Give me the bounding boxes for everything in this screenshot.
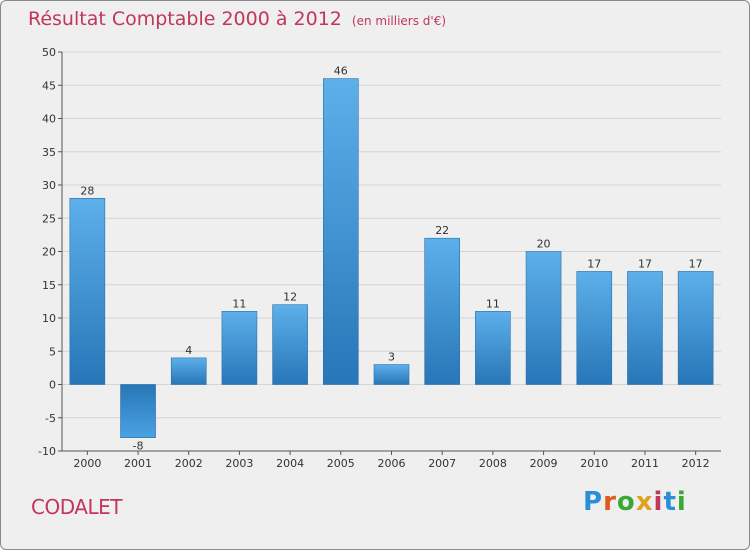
y-tick-label: 35 (42, 146, 56, 159)
bars: 28 -8 4 11 12 46 3 22 11 20 17 17 17 (69, 65, 714, 453)
y-tick-label: 50 (42, 46, 56, 59)
x-tick-label-2003: 2003 (225, 457, 253, 470)
y-tick-label: 25 (42, 212, 56, 225)
data-label-2011: 17 (638, 257, 652, 270)
y-tick-label: 20 (42, 246, 56, 259)
proxiti-logo: Proxiti (583, 487, 687, 517)
y-tick-label: 15 (42, 279, 56, 292)
data-label-2008: 11 (486, 297, 500, 310)
data-label-2000: 28 (80, 184, 94, 197)
brand-letter: i (676, 487, 687, 517)
y-tick-label: -10 (38, 445, 56, 458)
data-label-2012: 17 (689, 257, 703, 270)
bar-2006 (373, 364, 410, 385)
brand-letter: o (616, 487, 636, 517)
data-label-2007: 22 (435, 224, 449, 237)
x-tick-label-2007: 2007 (428, 457, 456, 470)
bar-2005 (323, 78, 359, 385)
commune-name: CODALET (31, 495, 122, 519)
brand-letter: x (635, 487, 654, 517)
y-tick-label: 5 (49, 345, 56, 358)
y-tick-label: 30 (42, 179, 56, 192)
x-tick-label-2011: 2011 (631, 457, 659, 470)
bar-2011 (627, 271, 663, 385)
y-tick-label: 0 (49, 379, 56, 392)
data-label-2001: -8 (133, 440, 144, 453)
chart-title: Résultat Comptable 2000 à 2012 (en millie… (28, 8, 447, 30)
data-label-2004: 12 (283, 291, 297, 304)
y-tick-label: -5 (45, 412, 56, 425)
bar-2001 (120, 384, 156, 439)
x-tick-label-2004: 2004 (276, 457, 304, 470)
x-tick-label-2010: 2010 (580, 457, 608, 470)
brand-letter: t (663, 487, 677, 517)
bar-2009 (525, 251, 562, 385)
data-label-2005: 46 (334, 65, 348, 78)
x-tick-label-2006: 2006 (378, 457, 406, 470)
bar-2008 (475, 311, 511, 385)
x-tick-label-2002: 2002 (175, 457, 203, 470)
data-label-2002: 4 (185, 344, 192, 357)
brand-letter: i (653, 487, 664, 517)
chart-subtitle: (en milliers d'€) (351, 14, 447, 28)
y-tick-label: 45 (42, 79, 56, 92)
brand-letter: r (603, 487, 617, 517)
x-tick-label-2012: 2012 (682, 457, 710, 470)
data-label-2003: 11 (232, 297, 246, 310)
axes: -10 -5 0 5 10 15 20 25 30 35 40 45 50 2000 2001 2002 200… (38, 46, 721, 470)
bar-2010 (576, 271, 613, 385)
bar-2003 (221, 311, 258, 385)
y-tick-label: 10 (42, 312, 56, 325)
y-tick-label: 40 (42, 113, 56, 126)
data-label-2010: 17 (587, 257, 601, 270)
x-tick-label-2000: 2000 (73, 457, 101, 470)
bar-2000 (69, 198, 106, 385)
bar-2007 (424, 237, 460, 385)
x-tick-label-2001: 2001 (124, 457, 152, 470)
data-label-2006: 3 (388, 351, 395, 364)
bar-2004 (272, 304, 308, 385)
x-tick-label-2008: 2008 (479, 457, 507, 470)
grid-lines (62, 51, 721, 452)
bar-2012 (677, 271, 714, 385)
data-label-2009: 20 (537, 238, 551, 251)
x-tick-label-2005: 2005 (327, 457, 355, 470)
bar-2002 (170, 357, 207, 385)
brand-letter: P (583, 487, 604, 517)
x-tick-label-2009: 2009 (530, 457, 558, 470)
